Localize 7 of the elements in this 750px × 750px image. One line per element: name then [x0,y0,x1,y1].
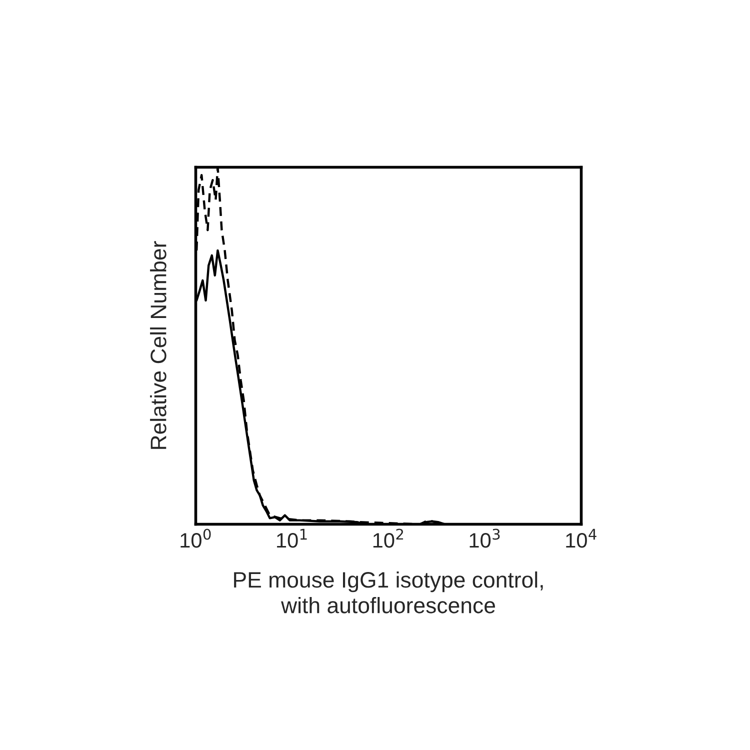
x-tick-label: 10$^{1}$ [277,528,307,548]
x-tick-label: 10$^{3}$ [470,528,500,548]
x-tick-label: 10$^{2}$ [373,528,404,548]
x-axis-title: PE mouse IgG1 isotype control, with autofluorescence [234,571,543,614]
x-tick-label: 10$^{0}$ [180,528,211,548]
x-tick-label: 10$^{4}$ [566,528,596,548]
y-axis-title: Relative Cell Number [150,241,166,449]
